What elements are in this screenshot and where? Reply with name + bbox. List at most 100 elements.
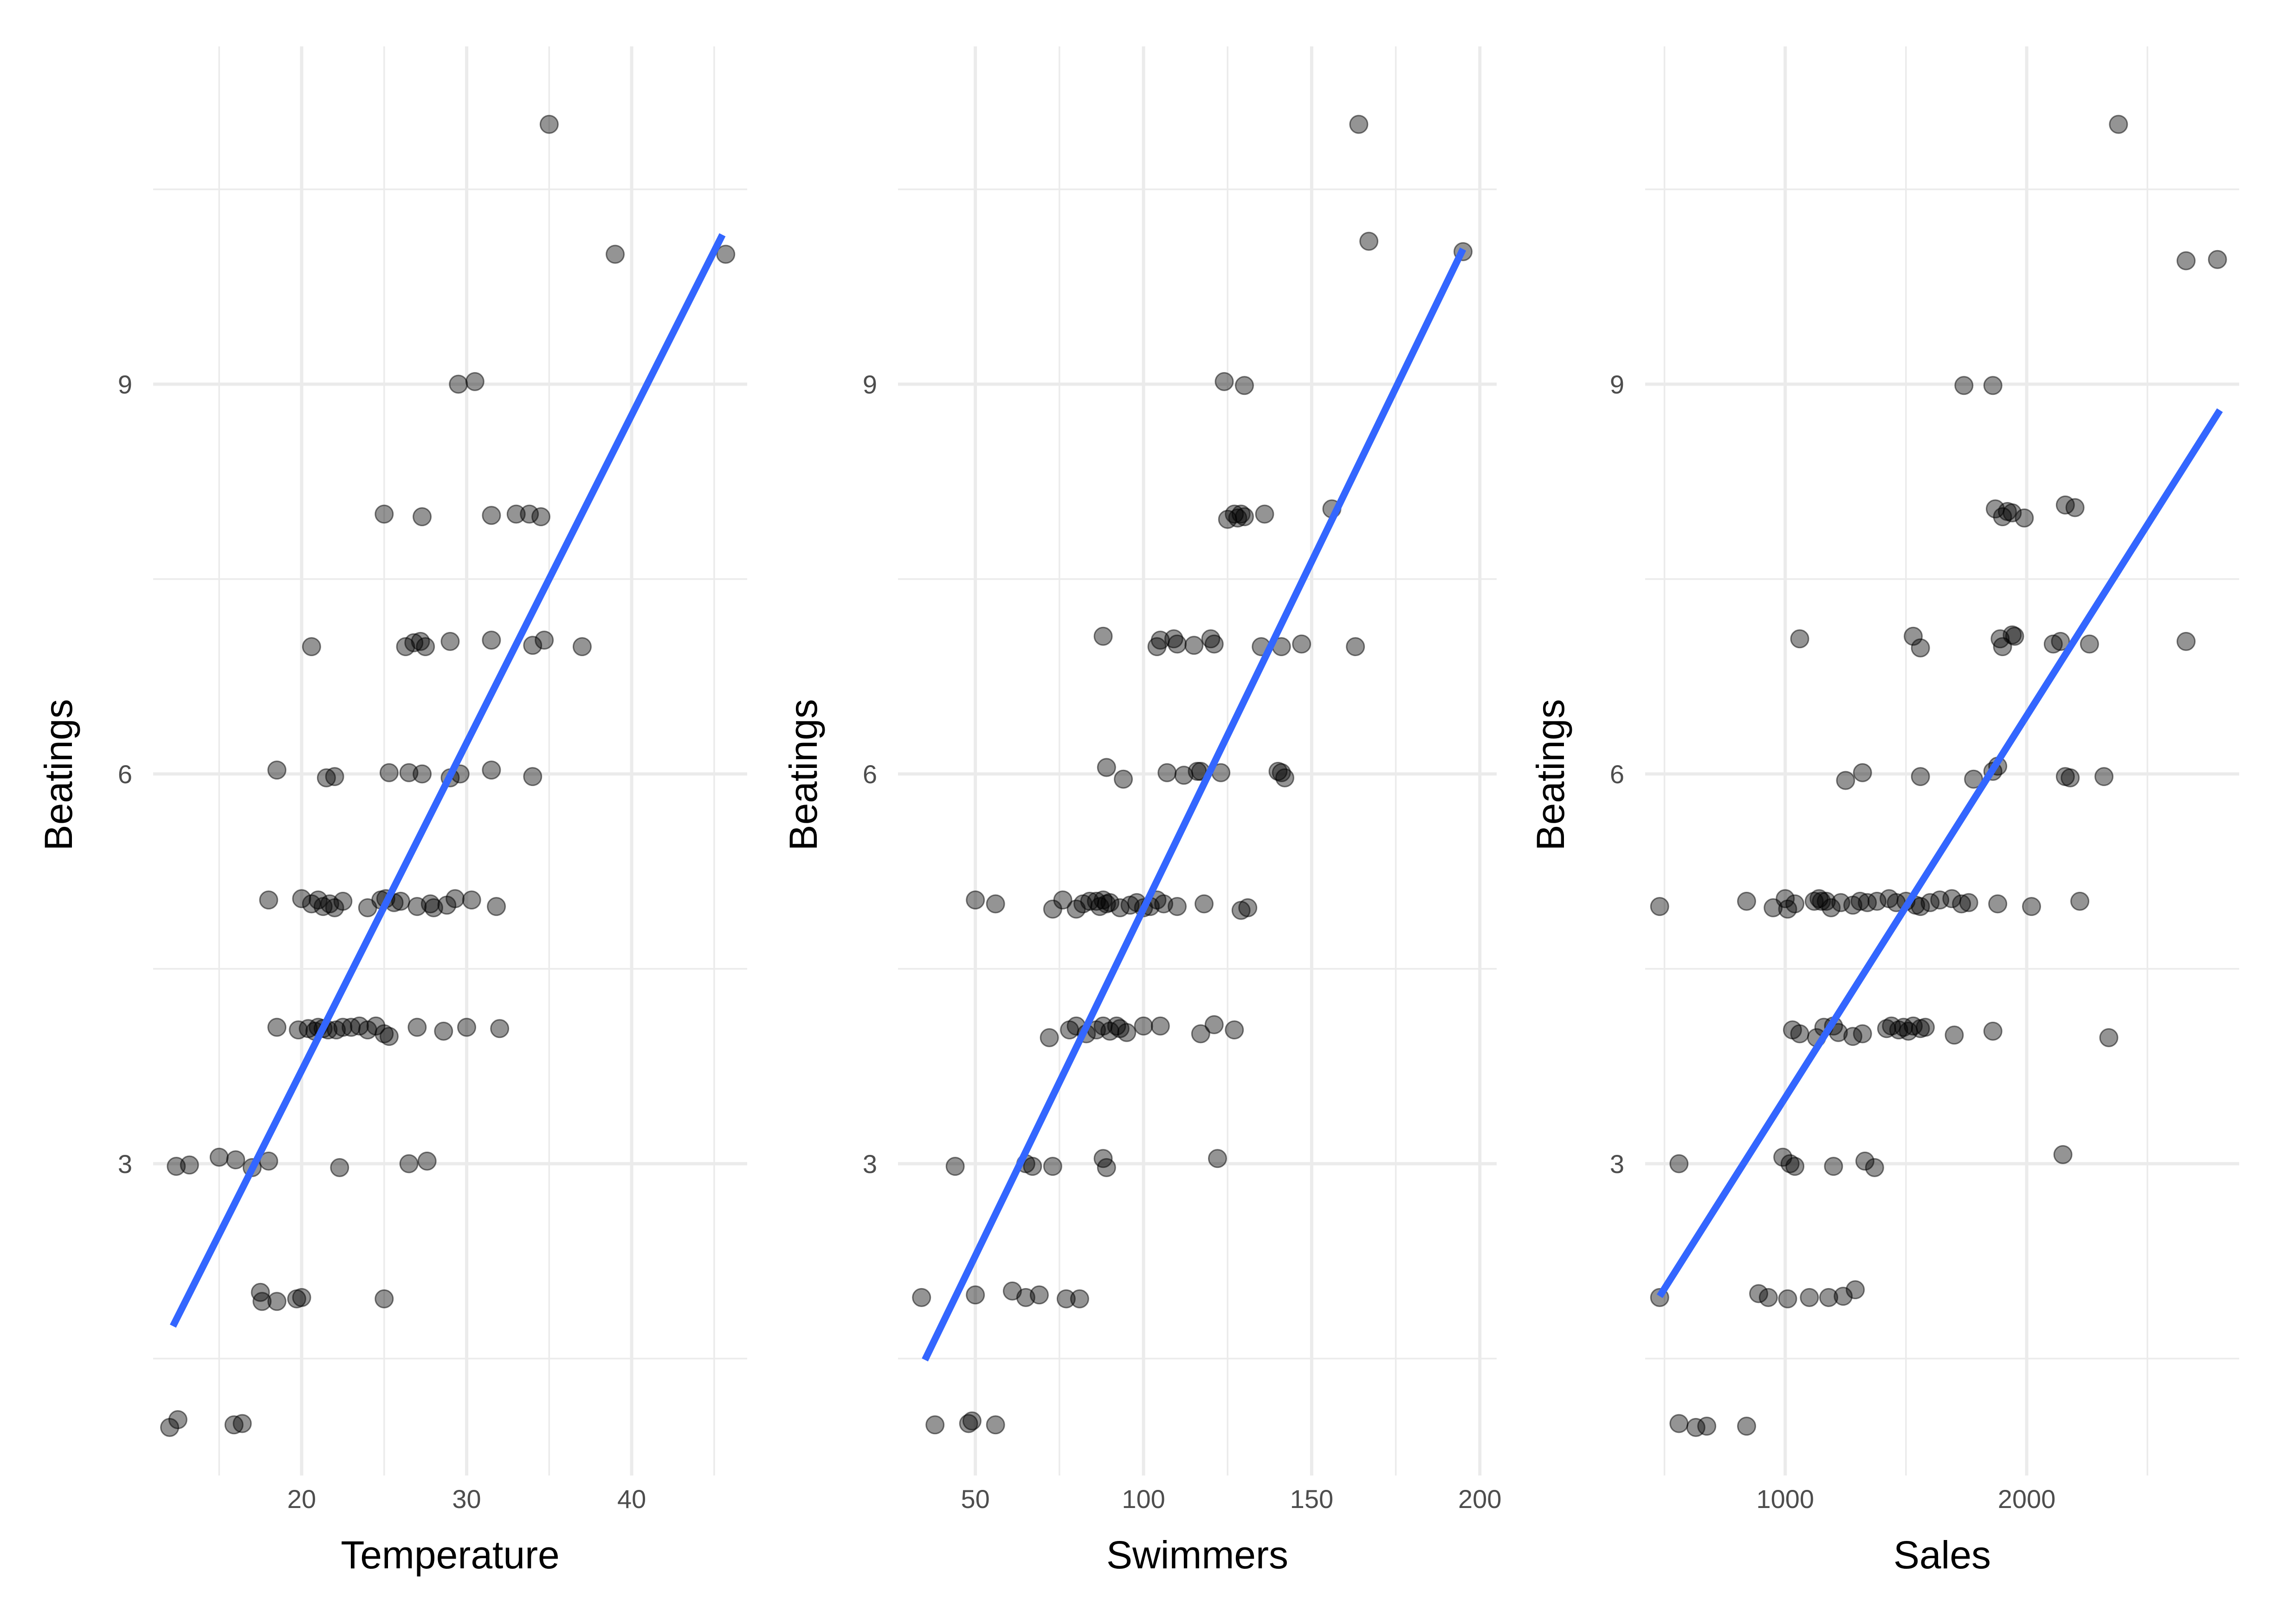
data-point	[375, 1024, 394, 1044]
data-point	[1964, 769, 1983, 789]
y-tick-labels: 3 6 9	[1610, 370, 1624, 1179]
y-tick-label: 6	[1610, 760, 1624, 789]
data-point	[325, 767, 344, 786]
data-point	[449, 374, 468, 394]
data-point	[945, 1157, 965, 1176]
data-point	[302, 637, 321, 657]
data-point	[267, 1018, 287, 1037]
data-point	[1800, 1288, 1819, 1307]
x-tick-labels: 20 30 40	[287, 1484, 646, 1514]
data-point	[2015, 508, 2034, 528]
data-point	[962, 1411, 982, 1431]
data-point	[1157, 763, 1177, 782]
data-point	[1168, 634, 1187, 654]
x-tick-labels: 1000 2000	[1756, 1484, 2055, 1514]
data-point	[1669, 1414, 1689, 1433]
data-point	[1204, 1015, 1224, 1034]
data-point	[1846, 1280, 1865, 1300]
data-point	[1831, 893, 1850, 912]
data-point	[1234, 507, 1254, 527]
data-point	[2094, 767, 2114, 786]
data-point	[1184, 636, 1204, 655]
data-point	[1255, 504, 1274, 524]
data-point	[1053, 890, 1072, 910]
data-point	[1215, 372, 1234, 391]
x-axis-title: Temperature	[341, 1533, 560, 1577]
data-point	[1234, 376, 1254, 395]
data-point	[490, 1019, 510, 1038]
data-point	[1134, 1016, 1153, 1036]
data-point	[523, 767, 543, 786]
data-point	[1097, 758, 1116, 777]
data-point	[2070, 891, 2090, 911]
data-point	[457, 1018, 477, 1037]
data-point	[226, 1150, 245, 1170]
data-point	[1865, 1158, 1884, 1177]
data-point	[465, 372, 485, 391]
data-point	[986, 894, 1005, 914]
data-point	[417, 1151, 437, 1171]
data-point	[1778, 1289, 1797, 1308]
x-tick-label: 2000	[1998, 1484, 2056, 1514]
data-point	[1697, 1417, 1717, 1436]
data-point	[1737, 891, 1757, 911]
data-point	[482, 760, 501, 780]
grid	[898, 46, 1497, 1476]
data-point	[1834, 1287, 1853, 1306]
data-point	[1056, 1289, 1076, 1308]
data-point	[1043, 1157, 1062, 1176]
data-point	[2109, 115, 2128, 134]
data-point	[1904, 626, 1923, 646]
data-point	[1867, 891, 1887, 911]
data-point	[2177, 251, 2196, 271]
panel-temperature: 3 6 9 20 30 40 Temperature Beatings	[37, 46, 747, 1577]
data-point	[986, 1415, 1005, 1435]
y-tick-labels: 3 6 9	[118, 370, 132, 1179]
data-point	[1070, 1289, 1089, 1308]
y-axis-title: Beatings	[37, 699, 80, 851]
fit-line	[169, 233, 726, 1328]
data-point	[413, 507, 432, 527]
y-tick-label: 3	[863, 1149, 877, 1179]
data-point	[1853, 1024, 1872, 1044]
data-point	[1737, 1417, 1757, 1436]
data-points	[160, 115, 736, 1437]
data-point	[1749, 1284, 1769, 1303]
data-point	[462, 890, 481, 910]
data-point	[523, 636, 543, 655]
data-point	[379, 763, 399, 782]
data-point	[2177, 632, 2196, 651]
x-tick-label: 40	[617, 1484, 646, 1514]
data-point	[267, 760, 287, 780]
data-point	[1191, 1024, 1210, 1044]
data-point	[716, 245, 736, 264]
data-point	[1114, 769, 1133, 789]
data-point	[1812, 891, 1831, 911]
data-point	[1858, 893, 1877, 912]
data-point	[2043, 634, 2063, 654]
data-point	[572, 637, 592, 657]
data-point	[416, 637, 435, 657]
x-tick-label: 150	[1290, 1484, 1333, 1514]
fit-line	[922, 247, 1466, 1362]
data-point	[1959, 893, 1978, 912]
data-point	[1954, 376, 1974, 395]
x-axis-title: Swimmers	[1106, 1533, 1288, 1577]
data-point	[1758, 1288, 1778, 1307]
data-point	[2080, 634, 2099, 654]
data-point	[606, 245, 625, 264]
data-point	[1819, 1288, 1838, 1307]
data-point	[487, 897, 506, 916]
data-point	[1911, 897, 1930, 916]
data-point	[1911, 767, 1930, 786]
data-point	[925, 1415, 945, 1435]
y-tick-labels: 3 6 9	[863, 370, 877, 1179]
data-point	[167, 1157, 186, 1176]
data-point	[1911, 638, 1930, 657]
y-tick-label: 6	[863, 760, 877, 789]
data-point	[375, 504, 394, 524]
data-point	[333, 891, 353, 911]
data-point	[252, 1292, 272, 1311]
data-point	[1194, 894, 1214, 914]
